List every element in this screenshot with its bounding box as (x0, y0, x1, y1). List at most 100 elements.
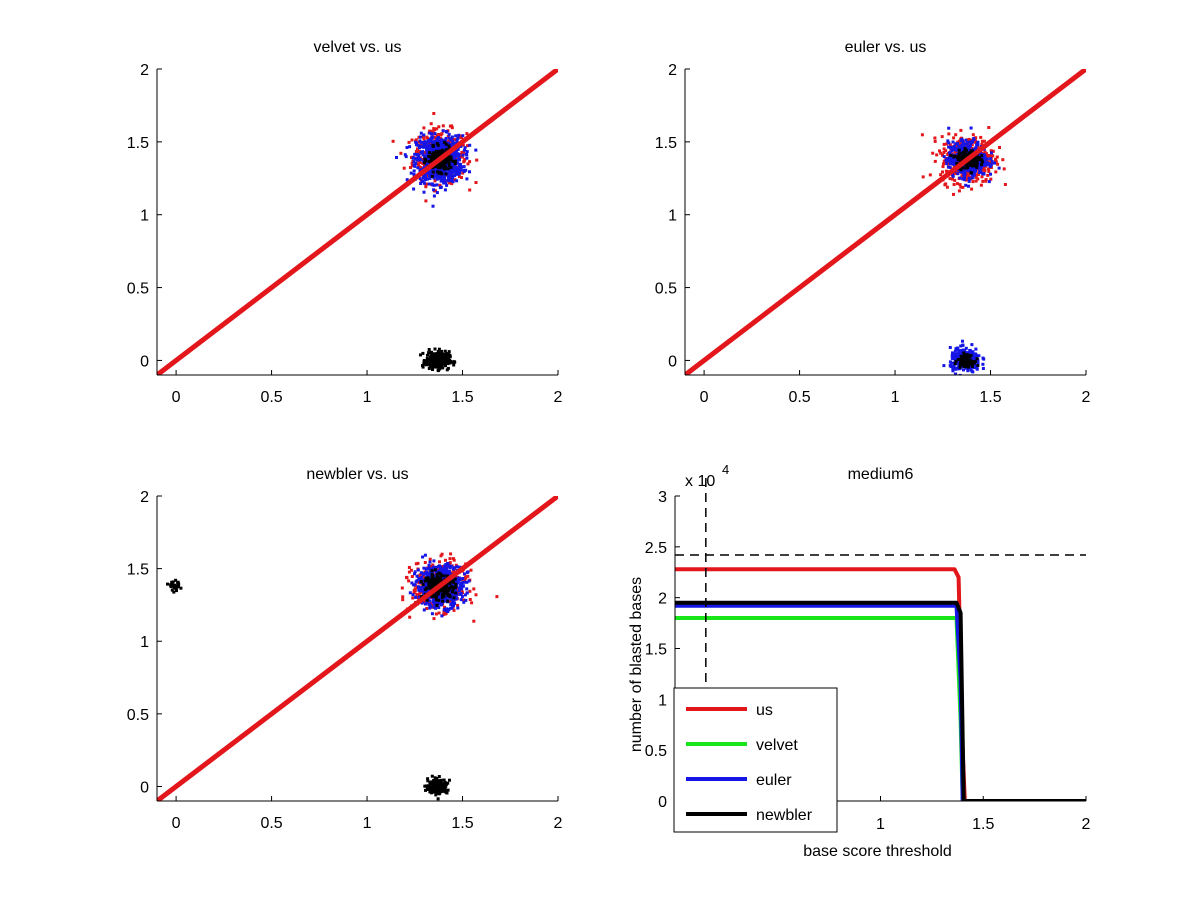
scatter-point (964, 142, 968, 146)
scatter-point (964, 362, 968, 366)
scatter-point (954, 133, 958, 137)
scatter-point (978, 156, 982, 159)
scatter-point (928, 173, 932, 177)
scatter-point (988, 165, 992, 168)
scatter-point (933, 159, 937, 163)
scatter-point (424, 784, 428, 788)
scatter-point (941, 170, 944, 174)
scatter-point (452, 596, 456, 600)
scatter-point (964, 183, 968, 187)
scatter-point (457, 589, 461, 593)
scatter-point (429, 362, 433, 366)
scatter-point (425, 361, 429, 365)
scatter-point (979, 170, 983, 174)
scatter-point (446, 134, 450, 138)
scatter-point (443, 605, 446, 609)
scatter-point (468, 598, 472, 601)
chart-title: euler vs. us (845, 39, 927, 56)
scatter-point (438, 783, 441, 787)
scatter-point (978, 168, 982, 172)
scatter-point (439, 554, 443, 558)
scatter-point (457, 167, 461, 171)
scatter-point (962, 358, 966, 362)
scatter-point (452, 363, 456, 367)
scatter-point (976, 143, 980, 147)
scatter-point (968, 351, 972, 355)
scatter-point (468, 160, 472, 164)
scatter-point (442, 783, 446, 787)
scatter-point (429, 585, 433, 589)
scatter-point (445, 163, 449, 167)
scatter-point (443, 188, 447, 192)
scatter-point (443, 564, 447, 568)
scatter-point (425, 584, 429, 588)
scatter-point (424, 164, 428, 167)
scatter-point (962, 178, 966, 181)
scatter-point (947, 145, 951, 149)
scatter-point (419, 353, 422, 357)
scatter-point (407, 140, 411, 144)
scatter-point (966, 173, 970, 177)
scatter-point (439, 364, 443, 368)
scatter-point (948, 346, 952, 349)
scatter-point (973, 364, 977, 368)
scatter-point (440, 595, 444, 599)
scatter-point (429, 605, 433, 609)
scatter-point (452, 604, 455, 607)
scatter-point (402, 166, 406, 170)
scatter-point (974, 354, 978, 358)
scatter-point (436, 170, 440, 174)
scatter-point (426, 162, 430, 166)
scatter-point (470, 601, 474, 605)
scatter-point (419, 182, 423, 185)
scatter-point (964, 175, 968, 179)
y-axis-label: number of blasted bases (628, 577, 645, 752)
scatter-point (442, 608, 446, 612)
scatter-point (972, 361, 976, 365)
scatter-point (446, 788, 450, 792)
scatter-point (174, 586, 178, 590)
scatter-point (434, 595, 438, 599)
scatter-point (453, 579, 457, 583)
scatter-point (431, 204, 435, 208)
scatter-point (967, 179, 971, 183)
scatter-point (960, 154, 964, 158)
scatter-point (942, 364, 946, 368)
scatter-point (951, 351, 954, 355)
scatter-point (958, 373, 962, 375)
scatter-point (408, 615, 412, 619)
scatter-point (450, 590, 454, 594)
scatter-point (425, 601, 429, 605)
scatter-point (170, 580, 174, 584)
scatter-point (957, 139, 961, 143)
scatter-point (426, 777, 430, 781)
scatter-point (980, 142, 984, 146)
scatter-point (458, 162, 462, 166)
scatter-point (944, 157, 948, 160)
scatter-point (947, 141, 951, 145)
scatter-point (428, 595, 432, 599)
scatter-point (967, 162, 971, 166)
scatter-point (957, 350, 961, 354)
scatter-point (421, 365, 425, 369)
scatter-point (451, 159, 455, 163)
scatter-point (401, 595, 405, 599)
scatter-point (941, 153, 944, 157)
scatter-point (942, 162, 945, 166)
scatter-point (994, 157, 998, 161)
scatter-point (958, 176, 962, 180)
scatter-point (976, 177, 980, 181)
scatter-point (442, 144, 445, 148)
scatter-point (968, 360, 972, 364)
scatter-point (410, 581, 414, 585)
scatter-point (415, 158, 419, 162)
scatter-point (447, 161, 451, 165)
scatter-point (441, 159, 445, 163)
scatter-point (447, 179, 451, 183)
scatter-point (460, 150, 464, 154)
scatter-point (987, 167, 990, 171)
scatter-point (425, 182, 429, 186)
scatter-point (437, 611, 441, 615)
scatter-point (422, 126, 426, 130)
scatter-point (427, 563, 431, 567)
